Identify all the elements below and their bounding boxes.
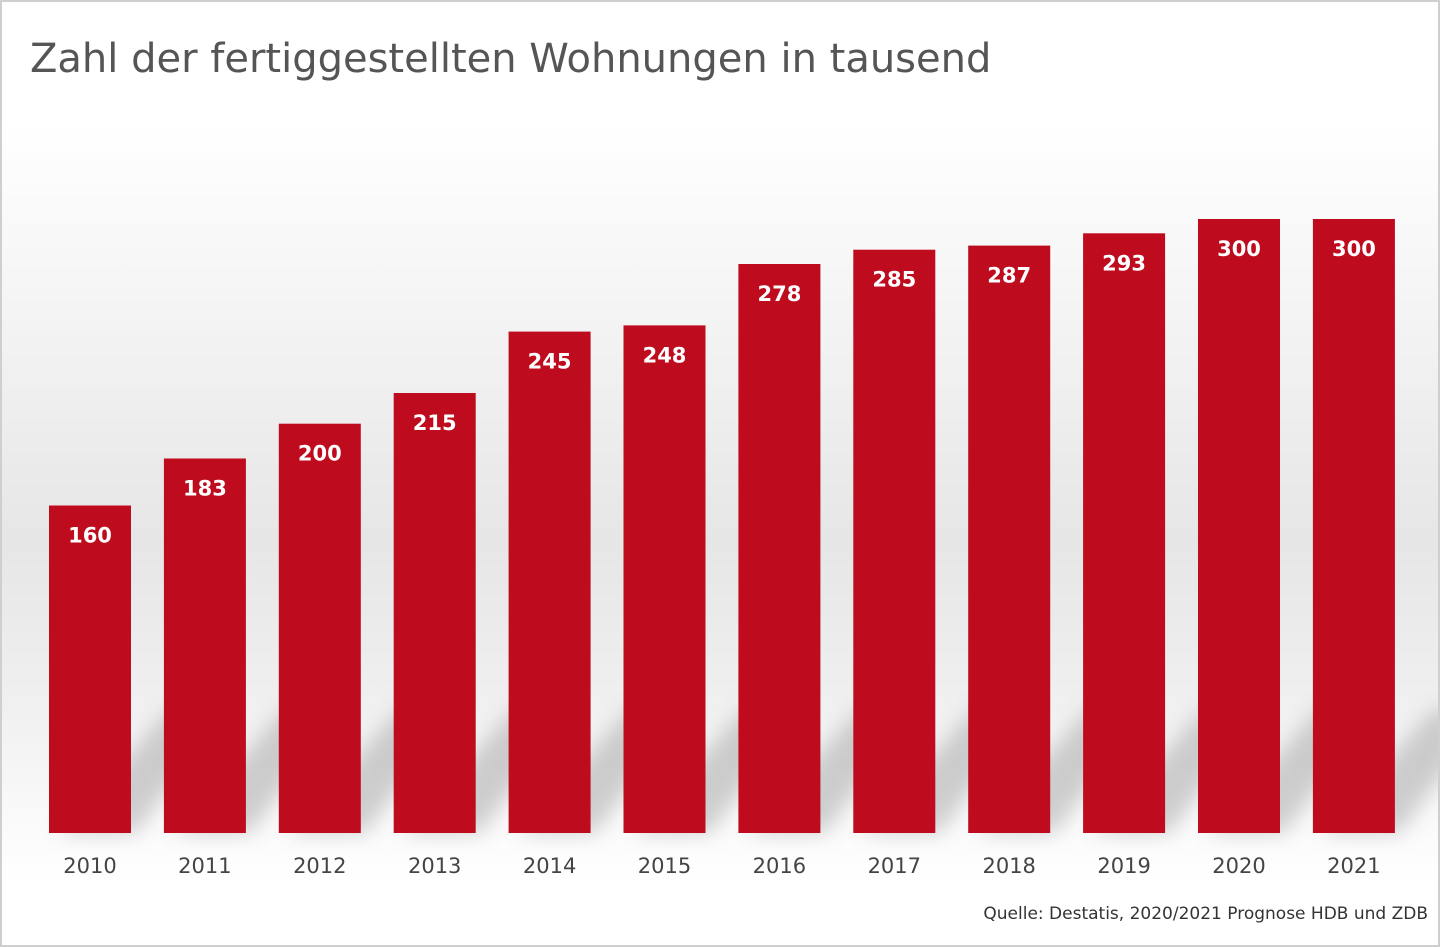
value-labels: 160 183 200 215 245 248 278 285 287 293 300 300: [68, 237, 1376, 548]
bar-2020: [1198, 219, 1280, 833]
x-tick-label: 2012: [293, 854, 346, 878]
x-axis-tick-labels: 2010 2011 2012 2013 2014 2015 2016 2017 2018 2019…: [63, 854, 1380, 878]
bar-2017: [853, 249, 936, 833]
bar-value-label: 183: [183, 477, 227, 501]
bar-2015: [623, 325, 706, 833]
chart-title: Zahl der fertiggestellten Wohnungen in t…: [30, 36, 992, 82]
x-tick-label: 2010: [63, 854, 116, 878]
bar-2012: [278, 423, 361, 833]
bar-value-label: 300: [1217, 237, 1261, 261]
bar-value-label: 278: [757, 282, 801, 306]
bar-2016: [738, 264, 821, 833]
bar-value-label: 215: [413, 411, 457, 435]
bar-2021: [1312, 219, 1395, 833]
x-tick-label: 2018: [982, 854, 1035, 878]
bar-value-label: 200: [298, 442, 342, 466]
bar-value-label: 160: [68, 524, 112, 548]
x-tick-label: 2016: [753, 854, 806, 878]
bar-2019: [1083, 233, 1166, 834]
bar-value-label: 285: [872, 268, 916, 292]
bar-value-label: 245: [528, 350, 572, 374]
bar-2014: [508, 331, 591, 833]
x-tick-label: 2011: [178, 854, 231, 878]
x-tick-label: 2017: [868, 854, 921, 878]
x-tick-label: 2021: [1327, 854, 1380, 878]
x-tick-label: 2020: [1212, 854, 1265, 878]
bar-2011: [163, 458, 246, 833]
bar-value-label: 300: [1332, 237, 1376, 261]
x-tick-label: 2013: [408, 854, 461, 878]
bar-2010: [49, 505, 131, 833]
x-tick-label: 2015: [638, 854, 691, 878]
bar-2013: [393, 393, 476, 833]
x-tick-label: 2019: [1097, 854, 1150, 878]
source-note: Quelle: Destatis, 2020/2021 Prognose HDB…: [983, 904, 1428, 924]
bars: [49, 219, 1395, 834]
bar-value-label: 287: [987, 264, 1031, 288]
bar-2018: [968, 245, 1051, 834]
x-tick-label: 2014: [523, 854, 576, 878]
bar-value-label: 248: [643, 343, 687, 367]
bar-value-label: 293: [1102, 251, 1146, 275]
